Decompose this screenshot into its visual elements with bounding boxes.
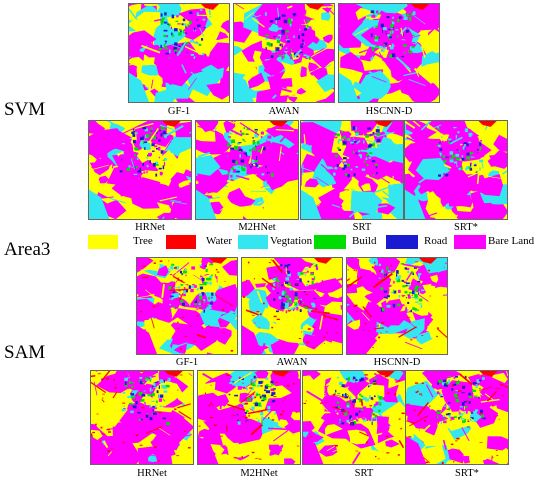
legend-label: Bare Land xyxy=(488,235,535,247)
map-caption: M2HNet xyxy=(238,222,276,233)
map-caption: HRNet xyxy=(137,468,167,479)
legend-swatch xyxy=(238,235,268,249)
classification-map xyxy=(136,257,238,355)
sam-map-srt: SRT xyxy=(302,370,406,479)
classification-map xyxy=(346,257,448,355)
legend-swatch xyxy=(314,235,346,249)
sam-map-gf1: GF-1 xyxy=(136,257,238,368)
svm-label: SVM xyxy=(4,99,46,120)
map-caption: SRT xyxy=(352,222,372,233)
legend-label: Vegtation xyxy=(270,235,313,247)
sam-map-awan: AWAN xyxy=(241,257,343,368)
svm-map-awan: AWAN xyxy=(233,3,335,117)
map-caption: SRT* xyxy=(455,468,479,479)
classification-map xyxy=(338,3,440,103)
legend-swatch xyxy=(386,235,418,249)
legend-label: Build xyxy=(352,235,377,247)
map-caption: HRNet xyxy=(135,222,165,233)
sam-map-m2hnet: M2HNet xyxy=(197,370,301,479)
map-caption: M2HNet xyxy=(240,468,278,479)
legend-label: Road xyxy=(424,235,448,247)
map-caption: AWAN xyxy=(268,106,300,117)
classification-map xyxy=(302,370,406,465)
svm-map-hscnnd: HSCNN-D xyxy=(338,3,440,117)
legend-swatch xyxy=(454,235,486,249)
classification-map xyxy=(88,120,192,220)
sam-map-hrnet: HRNet xyxy=(90,370,194,479)
svm-map-srt-star: SRT* xyxy=(404,120,508,233)
svm-map-hrnet: HRNet xyxy=(88,120,192,233)
svm-map-m2hnet: M2HNet xyxy=(195,120,299,233)
legend-swatch xyxy=(88,235,118,249)
classification-map xyxy=(233,3,335,103)
legend-swatch xyxy=(166,235,196,249)
classification-map xyxy=(128,3,230,103)
svm-map-srt: SRT xyxy=(300,120,404,233)
map-caption: GF-1 xyxy=(167,106,191,117)
map-caption: SRT* xyxy=(454,222,478,233)
classification-map xyxy=(241,257,343,355)
classification-map xyxy=(90,370,194,465)
area3-label: Area3 xyxy=(4,239,51,260)
map-caption: SRT xyxy=(354,468,374,479)
classification-map xyxy=(197,370,301,465)
map-caption: AWAN xyxy=(276,357,308,368)
sam-map-srt-star: SRT* xyxy=(405,370,509,479)
classification-map xyxy=(300,120,404,220)
legend-label: Water xyxy=(206,235,232,247)
map-caption: HSCNN-D xyxy=(365,106,413,117)
classification-map xyxy=(405,370,509,465)
classification-map xyxy=(195,120,299,220)
svm-map-gf1: GF-1 xyxy=(128,3,230,117)
sam-map-hscnnd: HSCNN-D xyxy=(346,257,448,368)
sam-label: SAM xyxy=(4,342,46,363)
map-caption: HSCNN-D xyxy=(373,357,421,368)
map-caption: GF-1 xyxy=(175,357,199,368)
legend-label: Tree xyxy=(133,235,153,247)
classification-map xyxy=(404,120,508,220)
